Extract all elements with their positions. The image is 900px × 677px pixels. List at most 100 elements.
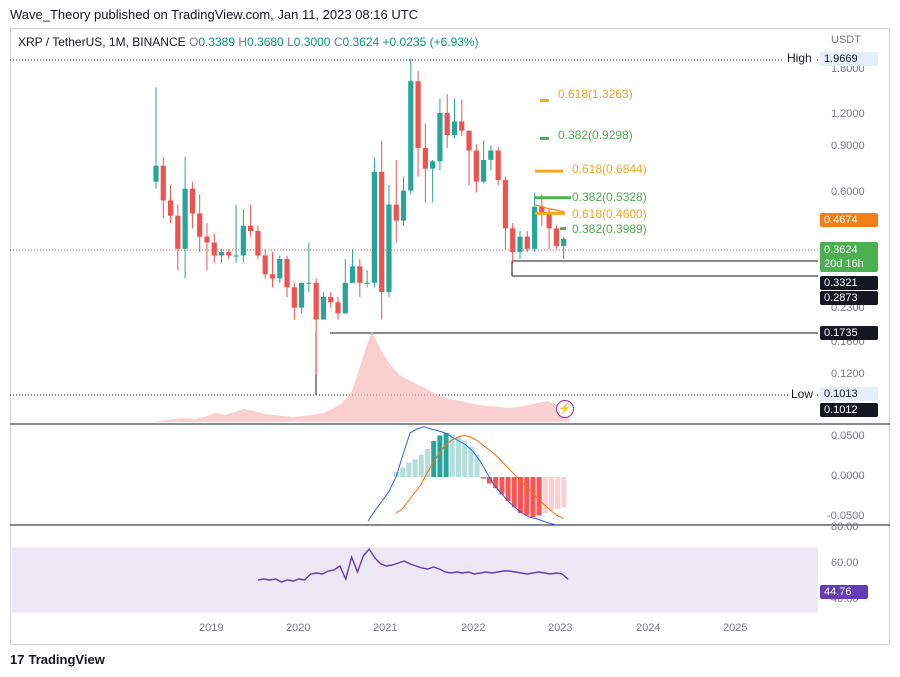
high-price-tag: 1.9669 [820, 52, 878, 66]
high-value: 0.3680 [247, 35, 284, 49]
tradingview-logo[interactable]: 17 TradingView [10, 652, 105, 667]
candle-body [306, 282, 312, 284]
candle-body [481, 159, 487, 182]
macd-tick: 0.0000 [831, 470, 865, 482]
macd-bar [412, 459, 418, 477]
candle-body [473, 150, 479, 182]
fib-label: 0.382(0.9298) [558, 128, 633, 142]
price-tick: 0.1200 [831, 368, 865, 380]
macd-bar [468, 446, 474, 477]
macd-bar [511, 477, 517, 508]
candle-body [379, 171, 385, 293]
support-tag-1: 0.3321 [820, 276, 878, 290]
candle-body [524, 236, 530, 249]
publish-header: Wave_Theory published on TradingView.com… [10, 7, 419, 22]
year-tick: 2021 [373, 622, 398, 634]
candle-body [175, 215, 181, 249]
candle-body [422, 147, 428, 169]
candle-body [357, 266, 363, 283]
candle-body [167, 200, 174, 216]
macd-bar [524, 477, 530, 516]
rsi-band [12, 547, 818, 613]
candle-body [269, 274, 276, 279]
signal-line [395, 434, 564, 520]
fib-label: 0.618(1.3263) [558, 87, 633, 101]
candle-body [240, 225, 246, 256]
candle-body [488, 150, 494, 160]
candle-body [335, 302, 341, 314]
low-price-tag: 0.1013 [820, 387, 878, 401]
candle-body [386, 204, 392, 293]
support-tag-2: 0.2873 [820, 291, 878, 305]
candle-body [415, 81, 421, 148]
candle-body [313, 282, 319, 320]
open-label: O [188, 35, 199, 49]
axis-currency-label[interactable]: USDT [831, 34, 861, 46]
candle-body [328, 297, 334, 303]
price-tick: 0.6000 [831, 186, 865, 198]
candle-body [553, 228, 559, 247]
candle-body [342, 282, 348, 314]
bar-countdown: 20d 16h [824, 258, 864, 270]
rsi-line [257, 547, 569, 583]
fib-label: 0.618(0.6844) [572, 162, 647, 176]
last-price-tag: 0.3624 20d 16h [820, 242, 878, 272]
symbol-name[interactable]: XRP / TetherUS, 1M, BINANCE [18, 35, 186, 49]
candle-body [248, 225, 254, 232]
macd-bar [443, 433, 449, 477]
volume-profile [156, 331, 570, 422]
macd-bar [406, 462, 412, 477]
candle-body [437, 113, 443, 162]
macd-bar [561, 477, 567, 508]
low-label: L [287, 35, 294, 49]
candle-body [502, 179, 509, 229]
year-tick: 2020 [286, 622, 311, 634]
candle-body [226, 252, 232, 256]
macd-bar [462, 441, 468, 477]
candle-body [211, 242, 217, 256]
support-tag-3: 0.1735 [820, 326, 878, 340]
candle-body [160, 165, 166, 201]
tv-logo-text: TradingView [28, 652, 105, 667]
macd-bar [480, 477, 486, 479]
candle-body [546, 213, 552, 229]
candle-body [218, 252, 225, 256]
close-value: 0.3624 [342, 35, 380, 49]
candle-body [255, 231, 261, 256]
candle-body [444, 113, 450, 136]
macd-bar [518, 477, 523, 513]
tv-logo-icon: 17 [10, 652, 25, 667]
candle-body [364, 282, 370, 284]
price-tick: 0.2300 [831, 302, 865, 314]
candle-body [349, 266, 356, 283]
year-tick: 2023 [548, 622, 573, 634]
low-label-text: Low [788, 387, 817, 401]
candle-body [495, 150, 501, 180]
macd-bar [499, 477, 505, 495]
macd-tick: -0.0500 [827, 510, 865, 522]
macd-tick: 0.0500 [831, 430, 865, 442]
close-label: C [333, 35, 343, 49]
fib-label: 0.382(0.3989) [572, 222, 647, 236]
candle-body [189, 188, 195, 214]
candle-body [451, 121, 458, 136]
price-tick: 1.8000 [831, 63, 865, 75]
lightning-icon[interactable]: ⚡ [556, 400, 574, 418]
rsi-tick: 80.00 [831, 521, 859, 533]
macd-bar [549, 477, 554, 511]
candle-body [320, 297, 327, 320]
macd-bar [437, 435, 443, 477]
ema-line [534, 203, 564, 213]
candle-body [459, 121, 465, 131]
low-value: 0.3000 [293, 35, 331, 49]
macd-bar [474, 454, 480, 477]
macd-bar [493, 477, 499, 489]
candle-body [408, 81, 414, 191]
symbol-info-bar: XRP / TetherUS, 1M, BINANCE O0.3389 H0.3… [18, 35, 479, 49]
candle-body [153, 165, 159, 182]
candle-body [291, 287, 297, 308]
macd-bar [555, 477, 561, 509]
macd-bar [418, 454, 424, 477]
candle-body [561, 238, 567, 247]
